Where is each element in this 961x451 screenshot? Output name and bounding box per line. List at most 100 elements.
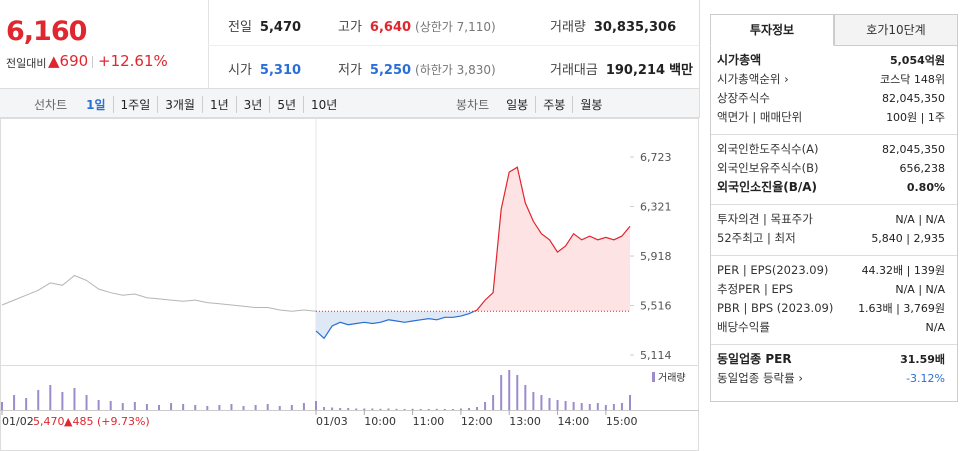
volume-bar [61,392,64,410]
info-value: -3.12% [906,372,945,385]
price-line-down [315,311,476,340]
info-group: PER | EPS(2023.09) 44.32배 | 139원 추정PER | E… [711,255,957,344]
volume-bar [315,406,317,410]
volume-bar [347,408,350,410]
volume-bar [612,404,615,410]
info-label: PBR | BPS (2023.09) [717,301,834,315]
volume-bar [323,407,326,410]
volume-bar [1,402,3,410]
info-group: 외국인한도주식수(A) 82,045,350 외국인보유주식수(B) 656,238 외… [711,134,957,204]
volume-bar [548,398,551,410]
volume-bar [290,405,293,410]
info-row: 추정PER | EPS N/A | N/A [717,280,945,299]
x-tick-label: 01/02 [2,415,34,428]
volume-bar [315,401,317,410]
info-tab[interactable]: 투자정보 [710,14,834,46]
volume-bar [13,395,16,410]
stat-value: 190,214 [605,63,666,78]
stat: 거래량 30,835,306 [550,16,676,35]
volume-bar [572,402,575,410]
area-up [316,167,630,312]
volume-bar [379,408,382,410]
price: 6,160 [6,16,87,47]
volume-bar [596,403,599,410]
volume-bar [387,408,390,410]
info-label: 상장주식수 [717,91,770,105]
volume-bar [254,405,257,410]
candle-tab[interactable]: 월봉 [572,96,609,113]
stat-label: 거래대금 [550,63,598,78]
tab-group-label: 선차트 [34,98,68,112]
volume-bar [194,405,197,410]
period-tab[interactable]: 1일 [86,98,106,112]
change: ▲690 [48,52,89,70]
divider [208,0,209,88]
stat-label: 저가 [338,63,362,78]
x-tick-label: 11:00 [413,415,445,428]
rate: +12.61% [98,52,168,70]
volume-bar [266,404,269,410]
info-row: 배당수익률 N/A [717,318,945,337]
change-label: 전일대비 [6,57,47,70]
stat-sub: (하한가 3,830) [415,63,496,77]
info-group: 투자의견 | 목표주가 N/A | N/A 52주최고 | 최저 5,840 | 2,… [711,204,957,255]
period-tab[interactable]: 10년 [303,96,344,113]
header-box [0,0,700,89]
volume-bar [331,407,334,410]
info-row: 동일업종 등락률 › -3.12% [717,369,945,388]
area-down [316,311,475,339]
info-label: 배당수익률 [717,320,770,334]
volume-bar [242,406,245,410]
volume-bar [467,408,470,410]
info-row: 외국인보유주식수(B) 656,238 [717,159,945,178]
info-row: PER | EPS(2023.09) 44.32배 | 139원 [717,261,945,280]
volume-bar [109,401,112,410]
info-label: 추정PER | EPS [717,282,794,296]
tab-bar: 선차트 1일 1주일 3개월 1년 3년 5년 10년 봉차트 일봉 주봉 월봉 [0,89,700,118]
info-tab[interactable]: 호가10단계 [834,14,958,46]
annotation-close: 5,470 [33,415,65,428]
volume-bar [556,400,559,410]
y-tick-label: 6,321 [640,200,672,213]
info-label: 외국인소진율(B/A) [717,180,818,194]
period-tab[interactable]: 3년 [235,96,270,113]
stat-unit: 백만 [669,63,693,78]
volume-bar [588,404,591,410]
separator [92,56,93,68]
period-tab[interactable]: 3개월 [157,96,202,113]
period-tab[interactable]: 1주일 [112,96,158,113]
info-value: 656,238 [899,162,946,175]
info-label: 투자의견 | 목표주가 [717,212,813,226]
volume-bar [218,405,221,410]
info-tabs: 투자정보 호가10단계 [710,14,958,46]
info-box: 시가총액 5,054억원 시가총액순위 › 코스닥 148위 상장주식수 82,045,3… [710,46,958,402]
period-tab[interactable]: 1년 [201,96,236,113]
info-label: 외국인한도주식수(A) [717,142,819,156]
candle-tab[interactable]: 일봉 [506,98,529,112]
info-row: 시가총액 5,054억원 [717,51,945,70]
info-row: 동일업종 PER 31.59배 [717,350,945,369]
volume-bar [97,400,100,410]
info-label: 시가총액순위 › [717,72,789,86]
candle-tab[interactable]: 주봉 [535,96,572,113]
y-tick-label: 5,516 [640,300,672,313]
period-tab[interactable]: 5년 [269,96,303,113]
line-tabs: 선차트 1일 1주일 3개월 1년 3년 5년 10년 [34,96,344,113]
x-tick-label: 13:00 [509,415,541,428]
info-value: 82,045,350 [882,143,945,156]
volume-legend: 거래량 [658,372,686,384]
volume-bar [355,408,358,410]
info-label: 동일업종 등락률 › [717,371,803,385]
volume-bar [508,370,511,410]
tab-group-label: 봉차트 [456,98,490,112]
info-row: 투자의견 | 목표주가 N/A | N/A [717,210,945,229]
volume-bar [459,408,462,410]
volume-bar [302,403,305,410]
candle-tabs: 봉차트 일봉 주봉 월봉 [456,96,609,113]
volume-bar [145,404,148,410]
volume-bar [435,408,438,410]
volume-bar [85,395,88,410]
volume-bar [230,404,233,410]
volume-bar [121,403,124,410]
